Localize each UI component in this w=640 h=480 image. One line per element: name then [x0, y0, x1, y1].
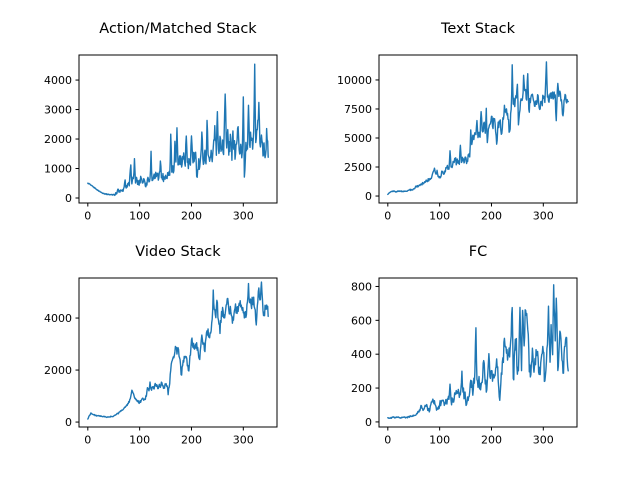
- y-tick-label: 2000: [44, 133, 72, 146]
- y-tick-label: 0: [65, 192, 72, 205]
- x-tick-label: 300: [233, 434, 254, 447]
- subplot-action-matched-stack: Action/Matched Stack 0 100 200 300010002000…: [44, 21, 278, 223]
- y-tick-label: 1000: [44, 163, 72, 176]
- subplot-title-text-stack: Text Stack: [440, 21, 516, 37]
- y-tick-label: 600: [351, 314, 372, 327]
- plot-area-text-stack: 0 100 200 300 0 2500 5000 7500 10000: [337, 54, 578, 223]
- axes-spines: [378, 54, 578, 204]
- x-tick-label: 200: [481, 210, 502, 223]
- x-tick-label: 200: [181, 434, 202, 447]
- series-line-value: [87, 281, 269, 420]
- x-tick-label: 0: [384, 210, 391, 223]
- x-tick-label: 300: [533, 210, 554, 223]
- x-tick-label: 100: [429, 210, 450, 223]
- x-tick-label: 0: [384, 434, 391, 447]
- subplot-text-stack: Text Stack 0 100 200 300 0 2500 5000 7500 10000: [337, 21, 578, 223]
- axes-spines: [78, 277, 278, 428]
- y-tick-label: 4000: [44, 74, 72, 87]
- subplot-title-video-stack: Video Stack: [135, 244, 221, 260]
- y-tick-label: 3000: [44, 104, 72, 117]
- y-tick-label: 0: [365, 416, 372, 429]
- y-tick-label: 5000: [344, 132, 372, 145]
- x-tick-label: 100: [129, 434, 150, 447]
- series-line-value: [87, 63, 269, 197]
- axes-spines: [78, 54, 278, 204]
- plot-area-fc: 0 100 200 300 0 200 400 600 800: [351, 277, 578, 447]
- x-tick-label: 0: [84, 434, 91, 447]
- y-tick-label: 0: [65, 416, 72, 429]
- y-tick-label: 400: [351, 348, 372, 361]
- x-tick-label: 200: [481, 434, 502, 447]
- series-line-value: [387, 61, 569, 196]
- subplot-title-action-matched-stack: Action/Matched Stack: [99, 21, 257, 37]
- x-tick-label: 200: [181, 210, 202, 223]
- x-tick-label: 0: [84, 210, 91, 223]
- y-tick-label: 0: [365, 190, 372, 203]
- y-tick-label: 7500: [344, 103, 372, 116]
- x-tick-label: 100: [129, 210, 150, 223]
- series-line-value: [387, 284, 569, 419]
- plot-area-video-stack: 0 100 200 300 0 2000 4000: [44, 277, 278, 447]
- subplot-video-stack: Video Stack 0 100 200 300 0 2000 4000: [44, 244, 278, 447]
- y-tick-label: 2500: [344, 161, 372, 174]
- subplot-title-fc: FC: [469, 244, 487, 260]
- axes-spines: [378, 277, 578, 428]
- x-tick-label: 300: [233, 210, 254, 223]
- axes-background: [79, 278, 277, 427]
- y-tick-label: 200: [351, 382, 372, 395]
- x-tick-label: 300: [533, 434, 554, 447]
- subplot-fc: FC 0 100 200 300 0 200 400 600 800: [351, 244, 578, 447]
- y-tick-label: 4000: [44, 312, 72, 325]
- y-tick-label: 10000: [337, 74, 372, 87]
- y-tick-label: 2000: [44, 364, 72, 377]
- y-tick-label: 800: [351, 280, 372, 293]
- x-tick-label: 100: [429, 434, 450, 447]
